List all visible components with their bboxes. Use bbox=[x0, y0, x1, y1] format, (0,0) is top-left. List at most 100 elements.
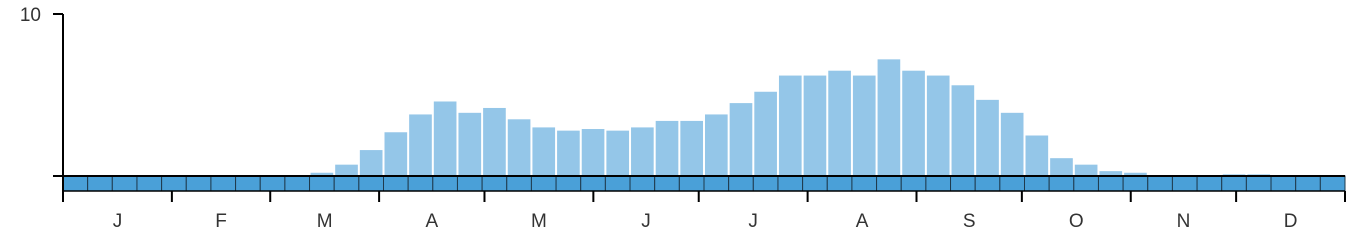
week-cell bbox=[654, 175, 680, 192]
bar bbox=[384, 132, 408, 176]
bar bbox=[951, 85, 975, 176]
week-cell bbox=[432, 175, 458, 192]
week-cell bbox=[1122, 175, 1149, 192]
bar bbox=[335, 164, 358, 176]
week-cell bbox=[87, 175, 113, 192]
bar bbox=[433, 101, 457, 176]
bar bbox=[631, 127, 654, 176]
week-cell bbox=[728, 175, 754, 192]
bar bbox=[1124, 172, 1147, 176]
week-cell bbox=[777, 175, 804, 192]
week-cell bbox=[506, 175, 532, 192]
week-cell bbox=[1295, 175, 1321, 192]
week-cell bbox=[284, 175, 311, 192]
week-cell bbox=[580, 175, 606, 192]
bar bbox=[458, 112, 482, 176]
week-cell bbox=[136, 175, 163, 192]
month-label: J bbox=[113, 211, 123, 232]
month-label: N bbox=[1177, 211, 1191, 232]
month-label: J bbox=[748, 211, 758, 232]
week-cell bbox=[802, 175, 828, 192]
week-cell bbox=[900, 175, 927, 192]
week-cell bbox=[555, 175, 582, 192]
week-cell bbox=[456, 175, 483, 192]
week-cell bbox=[604, 175, 631, 192]
week-cell bbox=[407, 175, 434, 192]
week-cell bbox=[974, 175, 1001, 192]
month-label: A bbox=[856, 211, 869, 232]
bar bbox=[852, 75, 876, 176]
month-label: O bbox=[1069, 211, 1084, 232]
week-cell bbox=[703, 175, 730, 192]
week-cell bbox=[530, 175, 557, 192]
week-cell bbox=[851, 175, 878, 192]
week-cell bbox=[629, 175, 656, 192]
bar bbox=[705, 114, 728, 176]
week-cell bbox=[333, 175, 360, 192]
bar bbox=[1050, 158, 1073, 176]
bar bbox=[310, 172, 334, 176]
week-cell bbox=[111, 175, 138, 192]
month-label: M bbox=[317, 211, 333, 232]
week-cell bbox=[1048, 175, 1075, 192]
week-cell bbox=[309, 175, 335, 192]
bar bbox=[828, 70, 851, 176]
bar bbox=[877, 59, 901, 176]
week-cell bbox=[1171, 175, 1198, 192]
week-cell bbox=[999, 175, 1025, 192]
week-cell bbox=[259, 175, 286, 192]
bar bbox=[778, 75, 802, 176]
week-cell bbox=[210, 175, 237, 192]
bar bbox=[1000, 112, 1024, 176]
month-label: A bbox=[425, 211, 438, 232]
week-cell bbox=[1245, 175, 1272, 192]
week-cell bbox=[752, 175, 779, 192]
week-cell bbox=[826, 175, 853, 192]
week-cell bbox=[950, 175, 976, 192]
week-cell bbox=[1024, 175, 1050, 192]
bar bbox=[1074, 164, 1098, 176]
month-label: J bbox=[641, 211, 651, 232]
month-label: S bbox=[963, 211, 976, 232]
week-cell bbox=[925, 175, 952, 192]
week-cell bbox=[1073, 175, 1099, 192]
bar bbox=[803, 75, 827, 176]
week-cell bbox=[1270, 175, 1297, 192]
week-cell bbox=[481, 175, 508, 192]
month-label: F bbox=[215, 211, 227, 232]
week-cell bbox=[235, 175, 261, 192]
week-cell bbox=[358, 175, 385, 192]
week-cell bbox=[876, 175, 902, 192]
month-label: M bbox=[531, 211, 547, 232]
bar bbox=[532, 127, 556, 176]
week-cell bbox=[1196, 175, 1223, 192]
bar bbox=[507, 119, 531, 176]
week-cell bbox=[62, 175, 89, 192]
bar bbox=[409, 114, 432, 176]
bar bbox=[359, 150, 383, 176]
bar bbox=[581, 129, 605, 176]
week-cell bbox=[1319, 175, 1346, 192]
bar bbox=[483, 107, 506, 176]
bar bbox=[557, 130, 580, 176]
week-cell bbox=[1221, 175, 1247, 192]
y-tick-label: 10 bbox=[20, 5, 41, 26]
week-cell bbox=[161, 175, 187, 192]
week-cell bbox=[185, 175, 212, 192]
bar bbox=[680, 120, 703, 176]
bar bbox=[926, 75, 950, 176]
bar bbox=[606, 130, 630, 176]
bar bbox=[1025, 135, 1049, 176]
month-label: D bbox=[1284, 211, 1298, 232]
bar bbox=[1099, 171, 1123, 176]
week-cell bbox=[383, 175, 409, 192]
week-cell bbox=[1147, 175, 1173, 192]
bar bbox=[754, 91, 777, 176]
week-cell bbox=[678, 175, 705, 192]
bar bbox=[655, 120, 679, 176]
bar bbox=[976, 99, 999, 176]
bar bbox=[902, 70, 925, 176]
bar bbox=[729, 103, 753, 176]
week-cell bbox=[1097, 175, 1124, 192]
